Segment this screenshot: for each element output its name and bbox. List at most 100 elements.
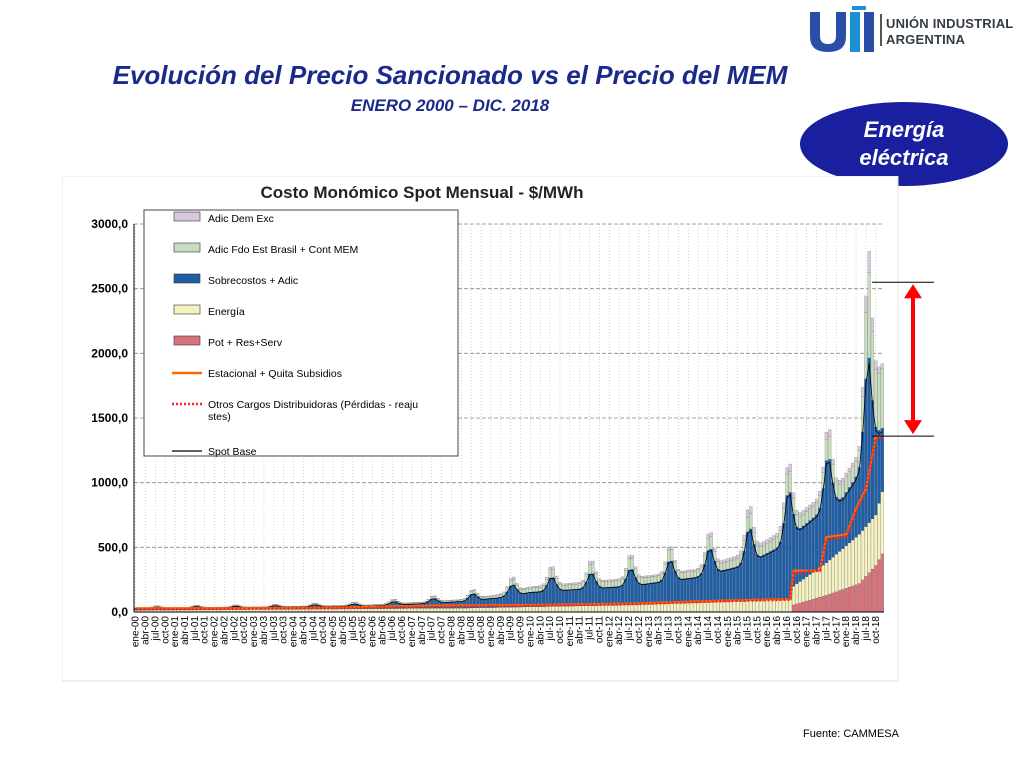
bar-fdo [565, 584, 569, 590]
bar-dem [535, 585, 539, 588]
bar-dem [709, 532, 713, 537]
bar-fdo [864, 312, 868, 379]
bar-dem [716, 558, 720, 562]
bar-fdo [492, 595, 496, 599]
x-tick-label: oct-05 [358, 616, 369, 644]
x-tick-label: abr-06 [377, 616, 388, 645]
bar-fdo [643, 577, 648, 584]
bar-energia [811, 572, 815, 600]
bar-dem [736, 555, 740, 559]
x-tick-label: ene-09 [486, 616, 497, 648]
range-annotation [872, 281, 934, 437]
bar-dem [268, 605, 273, 607]
bar-fdo [548, 569, 552, 578]
bar-energia [726, 601, 730, 613]
bar-energia [446, 608, 450, 613]
bar-sobrecostos [699, 573, 703, 603]
bar-dem [713, 548, 717, 552]
bar-pot [841, 589, 845, 613]
bar-energia [482, 607, 486, 613]
bar-dem [815, 498, 819, 503]
bar-dem [765, 539, 769, 544]
bar-fdo [732, 559, 736, 568]
x-tick-label: oct-17 [831, 616, 842, 644]
bar-energia [749, 600, 753, 613]
bar-sobrecostos [841, 497, 845, 549]
bar-energia [785, 599, 789, 613]
bar-pot [795, 603, 799, 613]
bar-fdo [578, 583, 582, 589]
bar-energia [400, 608, 404, 613]
x-tick-label: oct-11 [594, 616, 605, 643]
bar-sobrecostos [824, 460, 828, 563]
x-tick-label: ene-00 [131, 616, 142, 648]
bar-sobrecostos [749, 528, 753, 602]
bar-energia [436, 608, 440, 613]
bar-dem [620, 576, 625, 579]
bar-dem [515, 583, 519, 586]
bar-fdo [709, 536, 713, 550]
x-tick-label: jul-10 [545, 616, 556, 642]
bar-dem [801, 510, 805, 515]
bar-fdo [749, 513, 753, 529]
bar-dem [706, 534, 710, 539]
bar-sobrecostos [703, 564, 707, 603]
bar-sobrecostos [785, 495, 789, 600]
bar-dem [880, 363, 884, 369]
bar-energia [584, 605, 588, 613]
bar-sobrecostos [588, 573, 592, 606]
bar-fdo [568, 584, 572, 590]
page-title: Evolución del Precio Sancionado vs el Pr… [112, 60, 788, 90]
bar-dem [828, 429, 832, 437]
bar-fdo [841, 481, 845, 498]
bar-energia [690, 602, 694, 613]
x-tick-label: jul-03 [269, 616, 280, 642]
bar-energia [578, 605, 582, 613]
bar-dem [686, 570, 690, 572]
x-tick-label: oct-12 [634, 616, 645, 644]
bar-energia [670, 603, 674, 613]
bar-dem [785, 467, 789, 475]
x-tick-label: ene-16 [762, 616, 773, 648]
bar-sobrecostos [640, 583, 644, 605]
bar-energia [607, 605, 611, 613]
bar-energia [676, 603, 680, 613]
bar-dem [538, 585, 542, 588]
bar-sobrecostos [834, 496, 838, 555]
bar-sobrecostos [634, 577, 638, 605]
bar-pot [867, 572, 871, 613]
bar-energia [423, 608, 427, 613]
x-tick-label: abr-13 [654, 616, 665, 645]
bar-fdo [775, 536, 779, 548]
bar-energia [489, 607, 493, 613]
x-tick-label: jul-07 [427, 616, 438, 642]
bar-energia [838, 551, 842, 591]
bar-dem [541, 583, 546, 586]
bar-fdo [880, 368, 884, 429]
bar-sobrecostos [729, 568, 733, 602]
bar-dem [278, 605, 282, 606]
bar-sobrecostos [772, 549, 776, 601]
x-tick-label: oct-10 [555, 616, 566, 644]
bar-fdo [393, 599, 398, 602]
bar-fdo [785, 474, 789, 496]
bar-pot [815, 598, 819, 613]
bar-fdo [469, 591, 473, 595]
bar-dem [525, 587, 529, 589]
bar-fdo [798, 516, 802, 529]
bar-energia [512, 607, 516, 613]
bar-sobrecostos [719, 570, 723, 602]
bar-fdo [838, 483, 842, 500]
bar-fdo [683, 572, 687, 579]
bar-fdo [512, 579, 516, 585]
bar-energia [486, 607, 490, 613]
bar-dem [153, 605, 157, 607]
bar-fdo [719, 563, 723, 571]
y-tick-label: 2000,0 [91, 346, 128, 360]
x-tick-label: jul-13 [664, 616, 675, 642]
bar-energia [703, 602, 707, 613]
bar-fdo [495, 595, 500, 598]
x-tick-label: jul-01 [190, 616, 201, 642]
x-tick-label: abr-00 [141, 616, 152, 645]
bar-dem [749, 506, 753, 514]
